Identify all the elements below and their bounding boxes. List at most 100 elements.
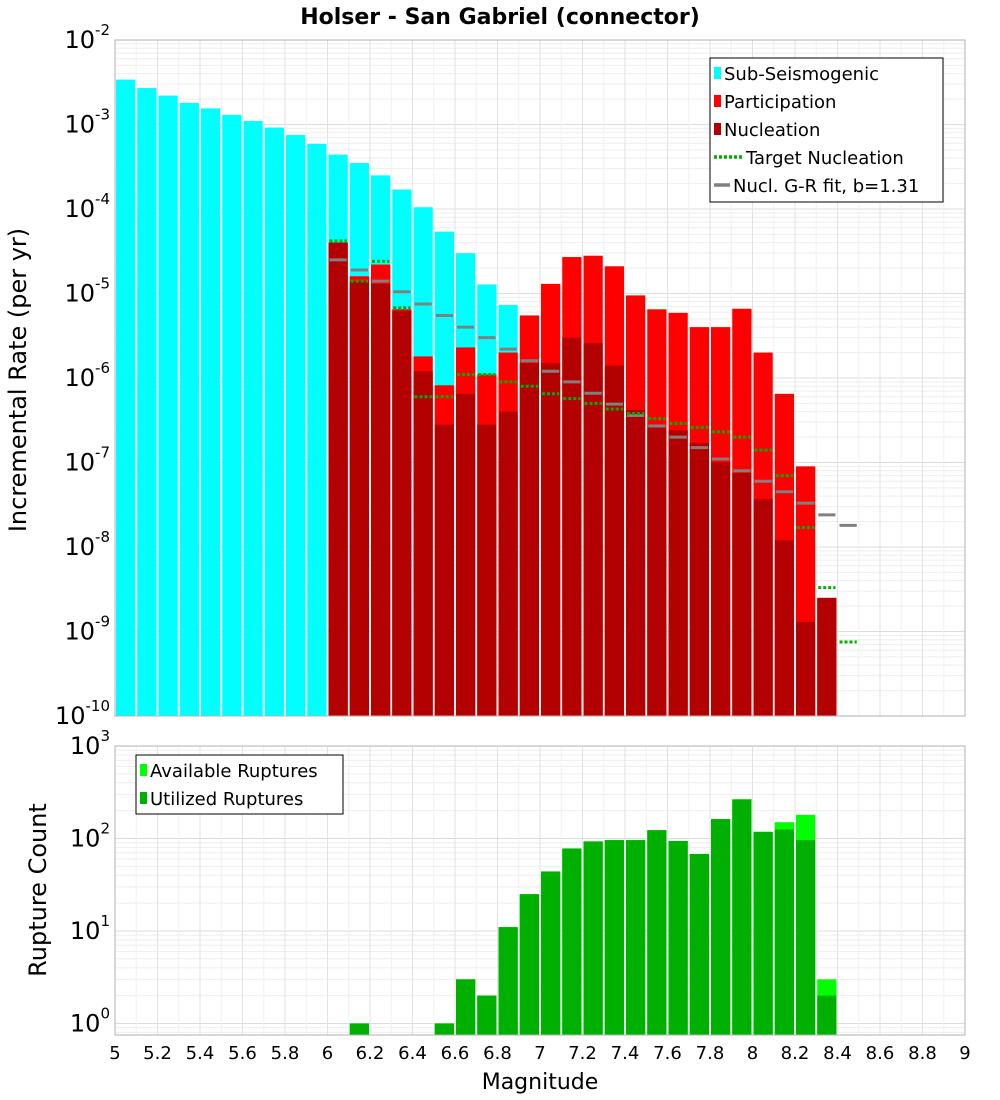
y-tick-label: 101 (70, 912, 110, 945)
x-tick-label: 5.2 (143, 1043, 172, 1064)
rate-lines (329, 239, 857, 644)
legend-swatch-nucleation (714, 123, 721, 135)
bar-nucleation (434, 424, 454, 716)
x-tick-label: 9 (959, 1043, 970, 1064)
x-tick-label: 8.8 (908, 1043, 937, 1064)
rate-y-ticks: 10-2 10-3 10-4 10-5 10-6 10-7 10-8 10-9 10-10 (55, 21, 110, 730)
rate-legend: Sub-Seismogenic Participation Nucleation… (709, 57, 944, 203)
bar-utilized-ruptures (456, 979, 476, 1035)
x-tick-label: 6.2 (356, 1043, 385, 1064)
bar-sub-seismogenic (243, 121, 263, 716)
x-tick-label: 7.4 (611, 1043, 640, 1064)
legend-label-gr-fit: Nucl. G-R fit, b=1.31 (733, 176, 919, 197)
legend-label-participation: Participation (724, 92, 836, 113)
bar-nucleation (774, 540, 794, 716)
bar-utilized-ruptures (562, 848, 582, 1035)
bar-nucleation (541, 363, 561, 716)
x-tick-label: 8.4 (823, 1043, 852, 1064)
y-tick-label: 10-2 (64, 21, 110, 54)
bar-nucleation (519, 363, 539, 716)
bar-sub-seismogenic (179, 102, 199, 717)
bar-nucleation (392, 311, 412, 716)
y-tick-label: 10-8 (64, 528, 110, 561)
bar-nucleation (498, 411, 518, 716)
y-tick-label: 10-4 (64, 190, 110, 223)
rate-plot: 10-2 10-3 10-4 10-5 10-6 10-7 10-8 10-9 10-10 In… (4, 21, 966, 730)
count-y-ticks: 103 102 101 100 (70, 727, 110, 1037)
rate-y-axis-label: Incremental Rate (per yr) (4, 228, 32, 532)
y-tick-label: 10-9 (64, 613, 110, 646)
x-tick-label: 7.8 (696, 1043, 725, 1064)
legend-swatch-participation (714, 95, 721, 107)
legend-swatch-sub-seismogenic (714, 67, 721, 79)
bar-utilized-ruptures (817, 995, 837, 1035)
bar-nucleation (477, 424, 497, 716)
bar-sub-seismogenic (116, 79, 136, 717)
y-tick-label: 10-6 (64, 359, 110, 392)
bar-nucleation (732, 473, 752, 716)
bar-utilized-ruptures (498, 927, 518, 1035)
bar-utilized-ruptures (753, 831, 773, 1035)
x-tick-label: 5.4 (186, 1043, 215, 1064)
bar-nucleation (371, 283, 391, 716)
count-bars (349, 799, 837, 1035)
bar-utilized-ruptures (647, 830, 667, 1035)
bar-nucleation (796, 621, 816, 716)
bar-utilized-ruptures (689, 853, 709, 1035)
x-tick-label: 8 (747, 1043, 758, 1064)
bar-utilized-ruptures (541, 871, 561, 1035)
x-tick-label: 7 (534, 1043, 545, 1064)
bar-utilized-ruptures (668, 840, 688, 1035)
x-tick-label: 6.6 (441, 1043, 470, 1064)
bar-nucleation (413, 371, 433, 716)
x-tick-label: 6 (322, 1043, 333, 1064)
y-tick-label: 10-3 (64, 106, 110, 139)
bar-sub-seismogenic (264, 127, 284, 716)
bar-utilized-ruptures (349, 1023, 369, 1035)
x-tick-label: 8.2 (781, 1043, 810, 1064)
y-tick-label: 103 (70, 727, 110, 760)
bar-sub-seismogenic (307, 143, 327, 716)
bar-nucleation (689, 443, 709, 716)
legend-label-sub-seismogenic: Sub-Seismogenic (724, 64, 879, 85)
bar-nucleation (456, 393, 476, 716)
y-tick-label: 10-10 (55, 697, 110, 730)
bar-nucleation (349, 281, 369, 716)
x-tick-label: 5.6 (228, 1043, 257, 1064)
y-tick-label: 102 (70, 819, 110, 852)
bar-nucleation (753, 498, 773, 716)
bar-nucleation (626, 409, 646, 716)
bar-utilized-ruptures (477, 995, 497, 1035)
x-axis-label: Magnitude (482, 1070, 599, 1095)
chart-title: Holser - San Gabriel (connector) (300, 5, 700, 30)
count-y-axis-label: Rupture Count (24, 803, 52, 977)
x-tick-label: 6.4 (398, 1043, 427, 1064)
bar-sub-seismogenic (137, 88, 157, 717)
y-tick-label: 10-5 (64, 275, 110, 308)
bar-utilized-ruptures (774, 829, 794, 1035)
bar-nucleation (711, 462, 731, 716)
bar-nucleation (328, 242, 348, 717)
legend-label-target-nucleation: Target Nucleation (745, 148, 904, 169)
bar-nucleation (647, 427, 667, 716)
x-tick-label: 5.8 (271, 1043, 300, 1064)
bar-sub-seismogenic (222, 114, 242, 717)
rate-bars (116, 79, 837, 717)
bar-sub-seismogenic (286, 135, 306, 717)
bar-nucleation (817, 597, 837, 716)
x-tick-label: 7.6 (653, 1043, 682, 1064)
count-grid (114, 746, 966, 1035)
x-tick-label: 5 (109, 1043, 120, 1064)
bar-utilized-ruptures (796, 840, 816, 1035)
legend-swatch-available (140, 764, 147, 776)
bar-sub-seismogenic (201, 108, 221, 716)
bar-nucleation (562, 337, 582, 716)
bar-utilized-ruptures (434, 1023, 454, 1035)
legend-label-available: Available Ruptures (150, 761, 318, 782)
bar-sub-seismogenic (158, 95, 178, 716)
legend-swatch-utilized (140, 792, 147, 804)
bar-utilized-ruptures (711, 819, 731, 1035)
count-plot: 103 102 101 100 Rupture Count Available Rup… (24, 727, 966, 1037)
legend-label-nucleation: Nucleation (724, 120, 820, 141)
